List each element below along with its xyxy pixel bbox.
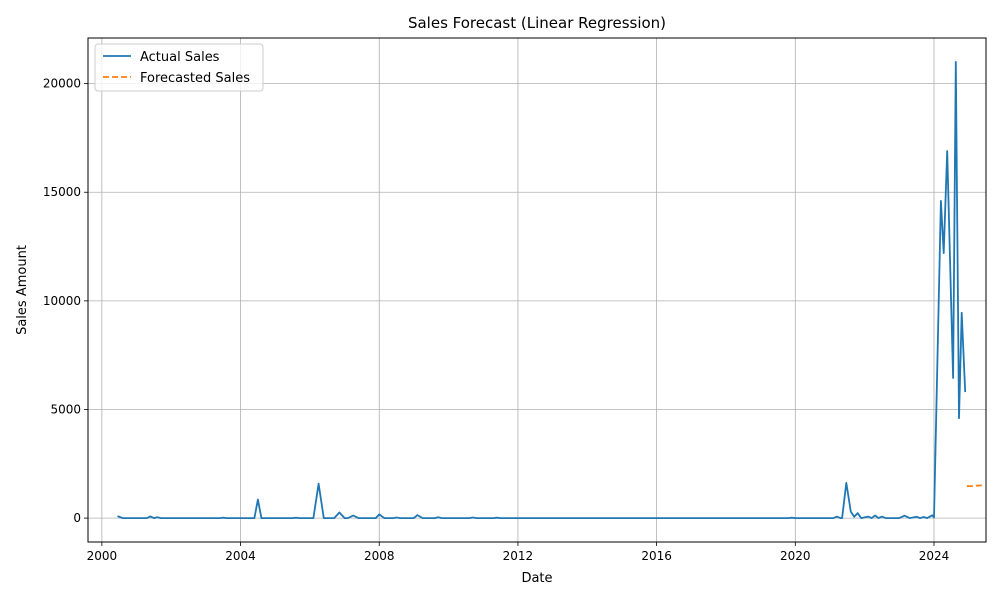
legend: Actual Sales Forecasted Sales [94, 43, 264, 92]
x-tick-label: 2024 [919, 549, 950, 563]
series-line-forecasted-sales [966, 484, 983, 488]
y-tick-label: 20000 [43, 77, 81, 91]
y-tick-label: 10000 [43, 294, 81, 308]
legend-box [94, 43, 264, 92]
x-axis-label: Date [521, 571, 552, 586]
series-line-actual-sales [117, 61, 967, 519]
x-tick-label: 2020 [780, 549, 811, 563]
plot-frame [87, 37, 987, 543]
x-axis-ticks: 2000 2004 2008 2012 2016 2020 2024 [87, 542, 950, 563]
y-tick-label: 5000 [50, 402, 81, 416]
x-tick-label: 2004 [225, 549, 256, 563]
x-tick-label: 2000 [87, 549, 118, 563]
chart-title: Sales Forecast (Linear Regression) [408, 14, 666, 32]
y-axis-label: Sales Amount [15, 245, 30, 335]
series-lines [117, 61, 983, 519]
y-tick-label: 0 [73, 511, 81, 525]
legend-label-actual: Actual Sales [140, 50, 220, 65]
x-tick-label: 2012 [503, 549, 534, 563]
grid-lines [88, 38, 986, 542]
x-tick-label: 2016 [641, 549, 672, 563]
x-tick-label: 2008 [364, 549, 395, 563]
legend-label-forecast: Forecasted Sales [140, 71, 250, 86]
y-axis-ticks: 0 5000 10000 15000 20000 [43, 77, 88, 525]
y-tick-label: 15000 [43, 185, 81, 199]
